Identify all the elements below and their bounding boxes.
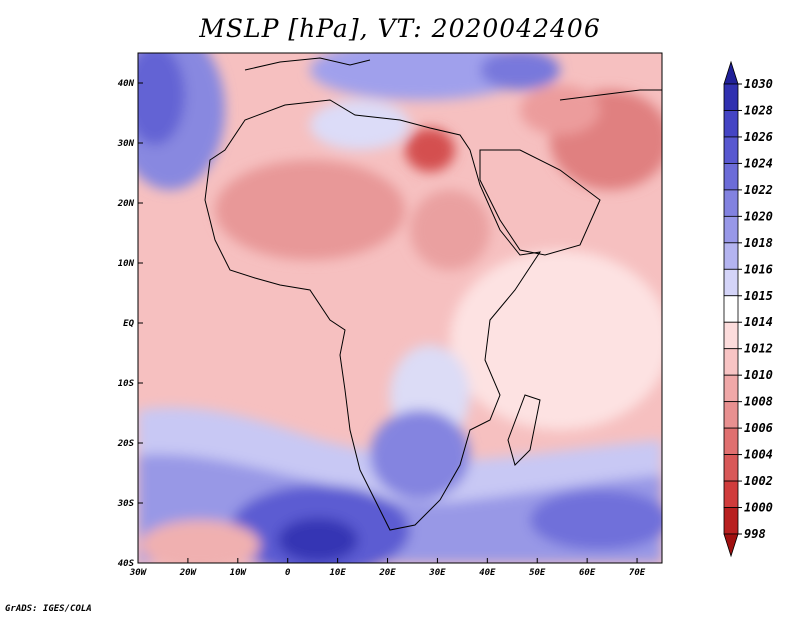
lat-tick-label: 40N (118, 79, 135, 89)
africa-coast (204, 99, 542, 531)
colorbar-segment (723, 480, 739, 508)
colorbar-label: 1016 (744, 262, 773, 276)
colorbar-segment (723, 189, 739, 217)
map-frame (137, 52, 663, 564)
colorbar-segment (723, 348, 739, 376)
field-libya-neutral (310, 100, 410, 150)
colorbar-label: 998 (744, 527, 766, 541)
colorbar-label: 1002 (744, 474, 773, 488)
lat-tick-label: 20N (117, 199, 135, 209)
colorbar-segment (723, 110, 739, 138)
lat-tick-label: EQ (123, 319, 134, 329)
colorbar-label: 1012 (744, 342, 773, 356)
lat-tick-label: 10N (118, 259, 135, 269)
lat-tick-label: 30S (117, 499, 135, 509)
lon-tick-label: 40E (479, 568, 496, 578)
field-indian-ocean-neutral (450, 250, 662, 430)
lon-tick-label: 70E (629, 568, 646, 578)
colorbar-label: 1022 (744, 183, 773, 197)
colorbar-segment (723, 268, 739, 297)
colorbar-label: 1006 (744, 421, 773, 435)
lon-tick-label: 20W (179, 568, 198, 578)
lon-tick-label: 60E (579, 568, 596, 578)
coastlines (204, 57, 662, 531)
colorbar-label: 1028 (744, 103, 773, 117)
lon-tick-label: 0 (285, 568, 291, 578)
field-mediterranean-high (310, 53, 530, 100)
colorbar-segment (723, 454, 739, 482)
colorbar-label: 1018 (744, 236, 773, 250)
colorbar-label: 1010 (744, 368, 773, 382)
colorbar-label: 1030 (744, 77, 773, 91)
lon-tick-label: 20E (378, 568, 396, 578)
pressure-field (138, 53, 662, 563)
grads-credit: GrADS: IGES/COLA (5, 604, 92, 614)
colorbar-bottom-arrow (723, 533, 739, 558)
colorbar-label: 1008 (744, 395, 773, 409)
colorbar-label: 1020 (744, 209, 773, 223)
lat-tick-label: 10S (118, 379, 135, 389)
field-egypt-low (405, 128, 455, 172)
colorbar-segment (723, 427, 739, 455)
field-sahel-low (215, 160, 405, 260)
field-arabia-low (520, 85, 600, 135)
lon-tick-label: 50E (529, 568, 546, 578)
lon-tick-label: 10E (329, 568, 346, 578)
colorbar-label: 1004 (744, 448, 773, 462)
lon-tick-label: 10W (230, 568, 248, 578)
latitude-axis: 40N 30N 20N 10N EQ 10S 20S 30S 40S (117, 79, 143, 569)
colorbar-top-arrow (723, 60, 739, 85)
lat-tick-label: 20S (117, 439, 135, 449)
field-black-sea-high (480, 53, 560, 90)
colorbar-label: 1024 (744, 156, 773, 170)
colorbar-segment (723, 136, 739, 164)
colorbar: 1030 1028 1026 1024 1022 1020 1018 1016 1015 1014… (723, 60, 773, 558)
longitude-axis: 30W 20W 10W 0 10E 20E 30E 40E 50E 60E 70E (129, 558, 646, 578)
colorbar-label: 1000 (744, 501, 773, 515)
colorbar-label: 1015 (744, 289, 773, 303)
field-southern-africa-high (370, 410, 470, 500)
colorbar-segment (723, 242, 739, 270)
field-atlantic-high-core (278, 518, 358, 562)
colorbar-segment (723, 295, 739, 323)
madagascar-coast (507, 394, 541, 466)
europe-coast (244, 57, 371, 71)
field-azores-high-core (138, 53, 185, 145)
lat-tick-label: 40S (118, 559, 135, 569)
lat-tick-label: 30N (117, 139, 135, 149)
lon-tick-label: 30E (428, 568, 446, 578)
field-sudan-low (410, 190, 490, 270)
field-southwest-low (140, 520, 260, 563)
colorbar-segment (723, 215, 739, 244)
colorbar-segment (723, 83, 739, 111)
colorbar-segment (723, 163, 739, 191)
lon-tick-label: 30W (129, 568, 148, 578)
field-indian-high (530, 490, 662, 550)
chart-title: MSLP [hPa], VT: 2020042406 (199, 14, 601, 43)
colorbar-segment (723, 401, 739, 429)
colorbar-segment (723, 507, 739, 535)
colorbar-segment (723, 374, 739, 403)
arabia-coast (479, 149, 601, 256)
colorbar-label: 1014 (744, 315, 773, 329)
colorbar-segment (723, 321, 739, 350)
asia-coast (559, 89, 662, 101)
colorbar-label: 1026 (744, 130, 773, 144)
